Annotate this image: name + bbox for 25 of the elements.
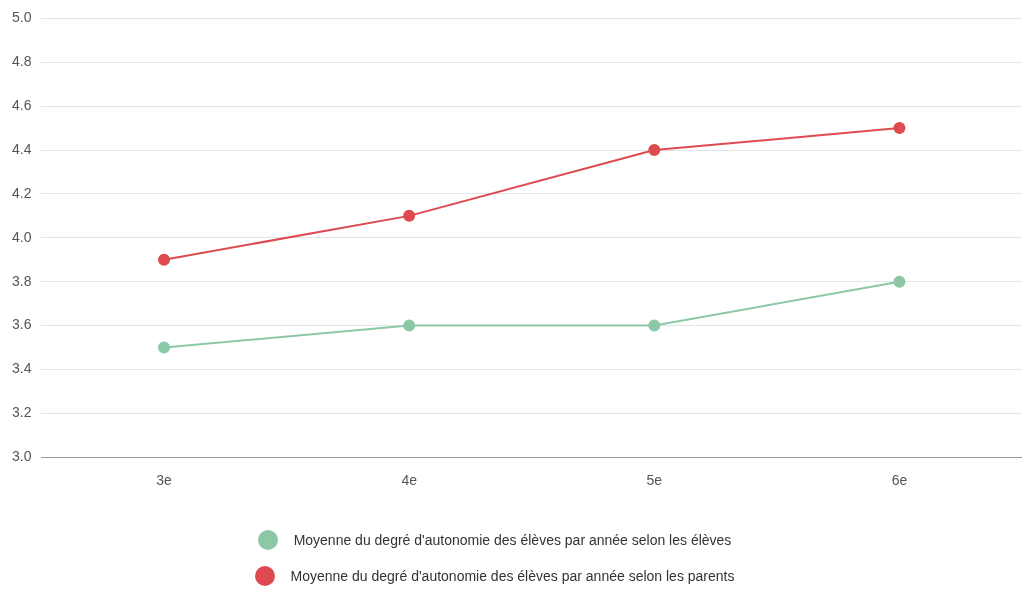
y-tick-label: 3.8 <box>11 272 32 289</box>
point <box>893 122 906 135</box>
point <box>158 341 171 354</box>
x-tick-label: 6e <box>891 472 908 489</box>
y-tick-label: 4.4 <box>11 140 32 157</box>
x-tick-label: 5e <box>646 472 663 489</box>
point <box>648 144 661 157</box>
point <box>158 253 171 266</box>
y-tick-label: 4.0 <box>11 228 32 245</box>
y-tick-label: 4.6 <box>11 97 32 114</box>
y-tick-label: 4.2 <box>11 184 32 201</box>
y-tick-label: 3.4 <box>11 360 32 377</box>
y-tick-label: 3.2 <box>11 404 32 421</box>
x-tick-label: 3e <box>156 472 173 489</box>
point <box>893 275 906 288</box>
y-tick-label: 4.8 <box>11 53 32 70</box>
point <box>648 319 661 332</box>
y-tick-label: 3.0 <box>11 448 32 465</box>
x-tick-label: 4e <box>401 472 418 489</box>
y-tick-label: 3.6 <box>11 316 32 333</box>
point <box>403 319 416 332</box>
point <box>403 209 416 222</box>
y-tick-label: 5.0 <box>11 9 32 26</box>
legend-label: Moyenne du degré d'autonomie des élèves par année selon les élèves <box>293 532 732 548</box>
legend-label: Moyenne du degré d'autonomie des élèves par année selon les parents <box>290 568 735 584</box>
